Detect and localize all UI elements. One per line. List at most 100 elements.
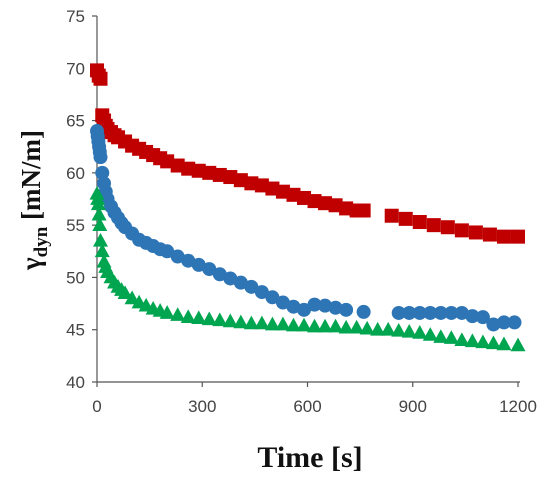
triangle-point bbox=[233, 314, 249, 329]
y-axis: 40 45 50 55 60 65 70 75 bbox=[66, 7, 98, 392]
circle-point bbox=[402, 305, 417, 320]
triangle-point bbox=[212, 312, 228, 327]
triangle-point bbox=[422, 327, 438, 341]
triangle-point bbox=[454, 332, 470, 347]
circle-point bbox=[286, 299, 301, 314]
triangle-point bbox=[475, 334, 491, 349]
y-axis-title-symbol: γ bbox=[16, 257, 46, 271]
circle-point bbox=[496, 315, 511, 330]
square-point bbox=[398, 211, 413, 226]
circle-point bbox=[254, 285, 269, 300]
triangle-point bbox=[91, 206, 107, 221]
triangle-point bbox=[338, 319, 354, 334]
square-point bbox=[244, 176, 259, 191]
square-point bbox=[265, 181, 280, 196]
x-tick-label: 300 bbox=[188, 397, 216, 416]
triangle-point bbox=[328, 318, 344, 333]
y-axis-title-subscript: dyn bbox=[31, 226, 52, 257]
triangle-point bbox=[254, 315, 270, 330]
circle-point bbox=[339, 302, 354, 317]
square-point bbox=[468, 225, 483, 240]
triangle-point bbox=[264, 316, 280, 331]
triangle-point bbox=[317, 318, 333, 333]
square-point bbox=[318, 196, 333, 211]
circle-point bbox=[356, 304, 371, 319]
circle-point bbox=[318, 298, 333, 313]
square-point bbox=[356, 203, 371, 218]
circle-point bbox=[486, 317, 501, 332]
square-point bbox=[223, 170, 238, 185]
circle-point bbox=[328, 300, 343, 315]
square-point bbox=[212, 167, 227, 182]
triangle-point bbox=[94, 243, 110, 258]
x-axis-title: Time [s] bbox=[257, 441, 362, 474]
circle-point bbox=[423, 305, 438, 320]
triangle-point bbox=[433, 329, 449, 343]
x-ticks: 0 300 600 900 1200 bbox=[92, 382, 537, 416]
y-tick-label: 50 bbox=[66, 268, 85, 287]
circle-point bbox=[465, 309, 480, 324]
circle-point bbox=[444, 305, 459, 320]
circle-point bbox=[275, 295, 290, 310]
circle-point bbox=[160, 244, 175, 259]
triangle-point bbox=[159, 305, 175, 319]
circle-point bbox=[433, 305, 448, 320]
triangle-point bbox=[243, 315, 259, 330]
square-point bbox=[233, 173, 248, 188]
circle-point bbox=[202, 262, 217, 277]
square-point bbox=[454, 223, 469, 238]
series-square bbox=[90, 63, 525, 244]
square-point bbox=[426, 218, 441, 233]
triangle-point bbox=[443, 330, 459, 344]
circle-point bbox=[95, 165, 110, 180]
circle-point bbox=[391, 305, 406, 320]
triangle-point bbox=[485, 335, 501, 350]
x-tick-label: 1200 bbox=[499, 397, 537, 416]
square-point bbox=[254, 178, 269, 193]
square-point bbox=[275, 184, 290, 199]
triangle-point bbox=[496, 336, 512, 351]
circle-point bbox=[244, 279, 259, 294]
triangle-point bbox=[296, 317, 312, 332]
triangle-point bbox=[391, 322, 407, 337]
circle-point bbox=[181, 253, 196, 268]
square-point bbox=[93, 71, 108, 86]
triangle-point bbox=[201, 311, 217, 326]
square-point bbox=[170, 158, 185, 173]
square-point bbox=[307, 194, 322, 209]
square-point bbox=[339, 201, 354, 216]
triangle-point bbox=[285, 317, 301, 332]
square-point bbox=[296, 190, 311, 205]
circle-point bbox=[223, 271, 238, 286]
series-triangle bbox=[89, 185, 526, 352]
y-tick-label: 55 bbox=[66, 216, 85, 235]
square-point bbox=[160, 154, 175, 169]
square-point bbox=[328, 198, 343, 213]
x-axis: 0 300 600 900 1200 bbox=[92, 381, 537, 416]
square-point bbox=[384, 208, 399, 223]
square-point bbox=[202, 165, 217, 180]
circle-point bbox=[307, 297, 322, 312]
triangle-point bbox=[464, 333, 480, 348]
y-tick-label: 45 bbox=[66, 321, 85, 340]
triangle-point bbox=[170, 307, 186, 321]
triangle-point bbox=[380, 321, 396, 336]
y-ticks: 40 45 50 55 60 65 70 75 bbox=[66, 7, 97, 392]
square-point bbox=[412, 215, 427, 230]
y-tick-label: 75 bbox=[66, 7, 85, 26]
y-tick-label: 70 bbox=[66, 59, 85, 78]
data-points bbox=[89, 63, 526, 352]
x-tick-label: 600 bbox=[293, 397, 321, 416]
y-tick-label: 60 bbox=[66, 164, 85, 183]
circle-point bbox=[475, 310, 490, 325]
y-tick-label: 40 bbox=[66, 373, 85, 392]
square-point bbox=[496, 229, 511, 244]
triangle-point bbox=[359, 320, 375, 335]
circle-point bbox=[296, 302, 311, 317]
circle-point bbox=[412, 305, 427, 320]
square-point bbox=[440, 220, 455, 235]
triangle-point bbox=[401, 324, 417, 338]
circle-point bbox=[233, 275, 248, 290]
triangle-point bbox=[275, 316, 291, 331]
